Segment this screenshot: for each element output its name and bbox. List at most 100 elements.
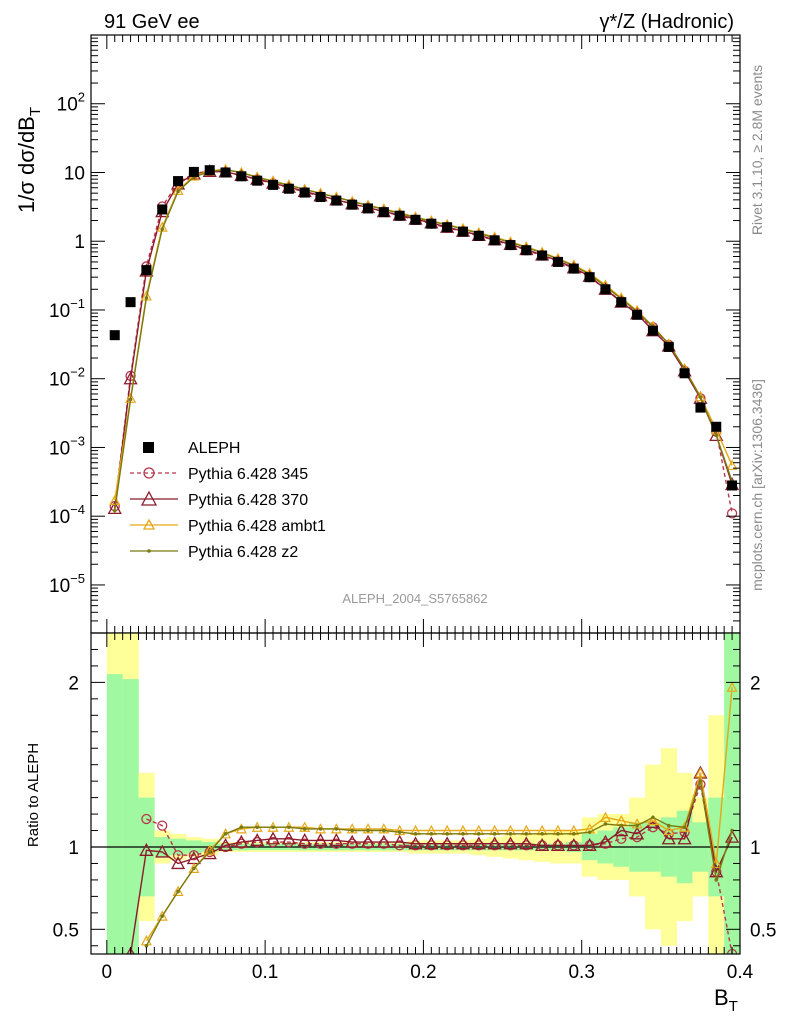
x-tick-label: 0.2: [410, 962, 436, 983]
data-point: [600, 284, 611, 295]
ratio-point-2: [378, 823, 390, 834]
ratio-y-tick-label-left: 0.5: [53, 920, 79, 941]
mc-point-1: [107, 501, 122, 515]
legend-item-aleph: ALEPH: [143, 440, 240, 457]
ratio-point-3: [461, 832, 465, 836]
x-axis-label: BT: [714, 985, 738, 1015]
ratio-point-1: [471, 836, 486, 850]
data-point: [442, 222, 453, 233]
ratio-point-3: [350, 828, 354, 833]
mc-line-1: [114, 170, 733, 509]
main-y-tick-label: 102: [57, 90, 85, 116]
ratio-point-1: [582, 837, 597, 852]
ratio-line-1: [129, 772, 733, 954]
ratio-line-3: [145, 780, 733, 947]
x-tick-label: 0.4: [727, 962, 754, 983]
ratio-point-1: [503, 836, 518, 850]
legend-marker-aleph: [143, 442, 154, 453]
ratio-point-3: [223, 832, 228, 836]
ratio-point-3: [271, 825, 275, 830]
legend-label-aleph: ALEPH: [188, 440, 240, 457]
ratio-point-1: [455, 836, 471, 850]
ratio-point-3: [255, 825, 260, 830]
ratio-point-3: [698, 779, 703, 783]
ratio-point-1: [139, 842, 154, 856]
ratio-point-1: [440, 836, 455, 850]
data-point: [711, 421, 722, 432]
x-axis-label-subscript: T: [729, 998, 738, 1015]
ratio-point-3: [287, 825, 291, 830]
x-tick-label: 0.3: [568, 962, 594, 983]
main-y-axis-label-text: 1/σ dσ/dB: [14, 116, 39, 213]
ratio-point-1: [297, 833, 312, 847]
data-point: [299, 187, 310, 198]
main-plot-area: [107, 163, 740, 519]
tick-exponent: −3: [70, 433, 85, 448]
data-point: [394, 210, 405, 221]
legend-marker-345: [143, 467, 155, 479]
legend-marker-ambt1: [142, 518, 156, 530]
ratio-point-3: [207, 850, 212, 854]
data-point: [236, 171, 247, 182]
ratio-point-3: [666, 823, 671, 828]
tick-exponent: 2: [78, 90, 85, 105]
legend-label-370: Pythia 6.428 370: [188, 492, 308, 509]
ratio-point-3: [192, 866, 196, 871]
ratio-inner-band: [724, 633, 740, 954]
ratio-inner-band: [122, 679, 139, 954]
ratio-point-1: [519, 836, 534, 850]
ratio-point-1: [661, 831, 676, 845]
ratio-point-1: [155, 844, 170, 858]
data-point: [537, 250, 548, 261]
ratio-point-1: [376, 834, 391, 848]
data-point: [632, 309, 643, 320]
main-y-axis-label: 1/σ dσ/dBT: [14, 107, 44, 213]
ratio-point-3: [635, 823, 639, 828]
ratio-point-1: [313, 833, 328, 847]
legend-label-ambt1: Pythia 6.428 ambt1: [188, 518, 326, 535]
ratio-y-axis-label: Ratio to ALEPH: [25, 743, 42, 847]
main-y-tick-label: 10−2: [49, 365, 85, 391]
ratio-point-3: [176, 889, 180, 894]
data-point: [141, 265, 152, 276]
legend-item-ambt1: Pythia 6.428 ambt1: [130, 518, 326, 535]
tick-exponent: −1: [70, 296, 85, 311]
ratio-point-3: [302, 827, 307, 831]
ratio-y-tick-label-right: 1: [750, 838, 761, 859]
ratio-point-1: [724, 829, 740, 843]
data-point: [125, 297, 136, 308]
tick-exponent: −2: [70, 365, 85, 380]
mc-point-3: [144, 296, 149, 300]
ratio-point-1: [598, 834, 613, 848]
ratio-point-1: [360, 834, 376, 848]
ratio-y-tick-labels: 0.5 0.5 1 1 2 2: [53, 673, 777, 941]
mc-point-3: [160, 227, 165, 231]
ratio-point-1: [550, 837, 566, 852]
tick-base: 10: [64, 163, 85, 184]
data-point: [457, 226, 468, 237]
main-y-tick-label: 10−1: [49, 296, 85, 322]
ratio-point-3: [556, 832, 560, 836]
ratio-point-1: [614, 823, 629, 837]
legend-marker-z2: [147, 549, 151, 553]
data-point: [505, 240, 516, 251]
ratio-point-3: [239, 825, 244, 830]
tick-base: 10: [57, 95, 78, 116]
ratio-point-3: [682, 825, 687, 830]
legend-item-345: Pythia 6.428 345: [130, 466, 308, 483]
title-left: 91 GeV ee: [104, 11, 200, 33]
data-point: [347, 199, 358, 210]
ratio-point-1: [265, 831, 281, 845]
x-tick-label: 0.1: [252, 962, 278, 983]
data-point: [173, 176, 184, 187]
ratio-point-3: [382, 828, 386, 833]
ratio-point-1: [234, 834, 249, 848]
mc-line-0: [114, 170, 733, 514]
mc-point-3: [176, 189, 180, 194]
ratio-frame: [90, 632, 741, 955]
ratio-point-1: [566, 837, 581, 852]
data-point: [378, 207, 389, 218]
mc-point-3: [128, 397, 133, 402]
ratio-point-3: [714, 878, 719, 882]
